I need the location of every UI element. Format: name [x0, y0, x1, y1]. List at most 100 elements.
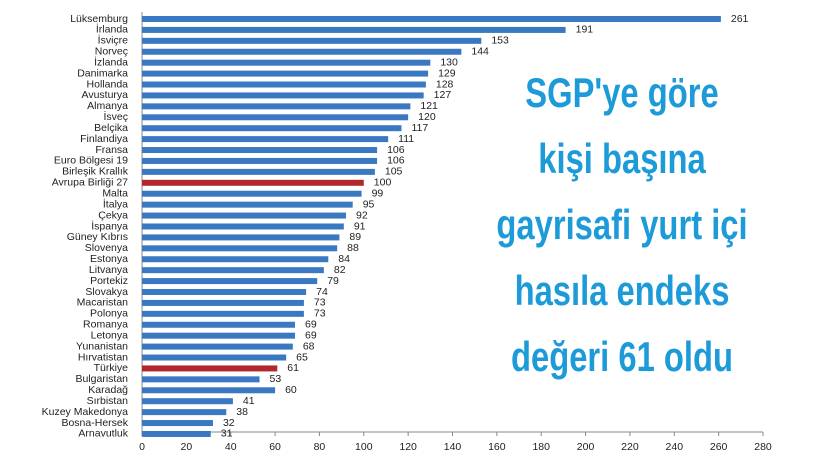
- x-tick-label: 160: [488, 441, 506, 453]
- value-label: 95: [363, 198, 375, 210]
- bar: [142, 157, 378, 164]
- x-tick-label: 20: [181, 441, 193, 453]
- title-line: hasıla endeks: [515, 267, 730, 314]
- bar: [142, 92, 424, 99]
- value-label: 82: [334, 264, 346, 276]
- value-label: 32: [223, 417, 235, 429]
- value-label: 191: [576, 24, 594, 36]
- bar: [142, 147, 378, 154]
- value-label: 121: [420, 100, 438, 112]
- y-tick-label: Portekiz: [90, 275, 128, 287]
- bar: [142, 234, 340, 241]
- x-tick-label: 260: [710, 441, 728, 453]
- value-label: 73: [314, 308, 326, 320]
- y-tick-label: Birleşik Krallık: [62, 166, 129, 178]
- y-tick-label: Danimarka: [77, 67, 128, 79]
- value-label: 88: [347, 242, 359, 254]
- value-label: 129: [438, 67, 456, 79]
- y-tick-label: Türkiye: [94, 362, 129, 374]
- bar: [142, 409, 227, 416]
- x-tick-label: 60: [269, 441, 281, 453]
- value-label: 73: [314, 297, 326, 309]
- value-label: 69: [305, 319, 317, 331]
- bar: [142, 365, 278, 372]
- bar: [142, 420, 213, 427]
- value-label: 41: [243, 395, 255, 407]
- y-tick-label: Litvanya: [89, 264, 128, 276]
- y-tick-label: Avusturya: [82, 89, 129, 101]
- value-label: 92: [356, 209, 368, 221]
- y-tick-label: Belçika: [94, 122, 128, 134]
- bar: [142, 70, 429, 77]
- bar: [142, 190, 362, 197]
- y-tick-label: Norveç: [95, 46, 128, 58]
- value-label: 69: [305, 329, 317, 341]
- bar: [142, 136, 389, 143]
- y-tick-label: Malta: [102, 188, 128, 200]
- y-tick-label: Letonya: [91, 329, 129, 341]
- title-line: SGP'ye göre: [525, 69, 718, 116]
- bar: [142, 223, 344, 230]
- bar: [142, 103, 411, 110]
- bar: [142, 26, 566, 33]
- bar: [142, 125, 402, 132]
- y-tick-label: Hırvatistan: [78, 351, 128, 363]
- bar: [142, 37, 482, 44]
- x-tick-label: 280: [754, 441, 772, 453]
- y-tick-label: Bulgaristan: [75, 373, 128, 385]
- bar: [142, 332, 296, 339]
- value-label: 84: [338, 253, 350, 265]
- y-tick-label: İrlanda: [96, 23, 128, 36]
- x-tick-label: 120: [399, 441, 417, 453]
- bar: [142, 354, 287, 361]
- x-tick-label: 0: [139, 441, 145, 453]
- value-label: 74: [316, 286, 328, 298]
- y-tick-label: Slovakya: [85, 286, 128, 298]
- y-tick-label: Polonya: [90, 308, 128, 320]
- y-tick-label: Bosna-Hersek: [61, 417, 128, 429]
- bar: [142, 245, 338, 252]
- value-label: 68: [303, 340, 315, 352]
- y-tick-label: Avrupa Birliği 27: [52, 177, 128, 189]
- value-label: 106: [387, 144, 405, 156]
- bar: [142, 387, 276, 394]
- x-tick-label: 140: [444, 441, 462, 453]
- bar: [142, 310, 304, 317]
- value-label: 128: [436, 78, 454, 90]
- y-tick-label: Romanya: [83, 319, 128, 331]
- y-tick-label: İspanya: [91, 219, 128, 232]
- x-tick-label: 40: [225, 441, 237, 453]
- value-label: 127: [434, 89, 452, 101]
- bar: [142, 376, 260, 383]
- value-label: 106: [387, 155, 405, 167]
- bar: [142, 343, 293, 350]
- value-label: 53: [270, 373, 282, 385]
- y-tick-label: Güney Kıbrıs: [67, 231, 128, 243]
- value-label: 117: [411, 122, 428, 134]
- value-label: 99: [372, 188, 384, 200]
- bar: [142, 168, 375, 175]
- x-tick-label: 80: [314, 441, 326, 453]
- bar: [142, 321, 296, 328]
- bar: [142, 267, 324, 274]
- bar: [142, 299, 304, 306]
- x-tick-label: 220: [621, 441, 639, 453]
- y-tick-label: Sırbistan: [87, 395, 129, 407]
- value-label: 111: [398, 133, 414, 145]
- bar: [142, 289, 307, 295]
- bar: [142, 278, 318, 285]
- value-label: 79: [327, 275, 339, 287]
- y-tick-label: Estonya: [90, 253, 128, 265]
- value-label: 61: [287, 362, 299, 374]
- value-label: 38: [236, 406, 248, 418]
- value-label: 120: [418, 111, 436, 123]
- y-tick-label: Lüksemburg: [70, 13, 128, 25]
- value-label: 60: [285, 384, 297, 396]
- value-label: 100: [374, 177, 392, 189]
- bar: [142, 59, 431, 66]
- bar: [142, 81, 426, 88]
- y-tick-label: Karadağ: [88, 384, 128, 396]
- bar: [142, 430, 211, 437]
- y-tick-label: Çekya: [98, 209, 128, 221]
